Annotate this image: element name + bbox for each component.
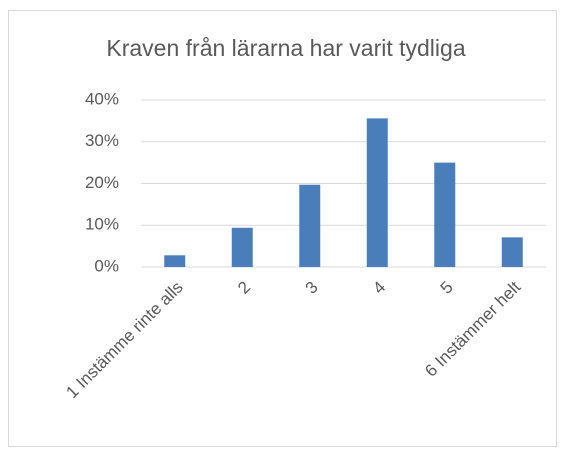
bar xyxy=(164,255,186,267)
y-tick-label: 0% xyxy=(94,256,119,275)
y-tick-label: 30% xyxy=(85,131,119,150)
bar xyxy=(231,227,253,267)
bar xyxy=(366,118,388,268)
chart-border xyxy=(8,10,557,447)
y-tick-label: 40% xyxy=(85,89,119,108)
bar xyxy=(501,237,523,267)
bar xyxy=(434,162,456,267)
y-tick-label: 20% xyxy=(85,173,119,192)
y-tick-label: 10% xyxy=(85,215,119,234)
bar xyxy=(299,184,321,267)
chart-title: Kraven från lärarna har varit tydliga xyxy=(106,35,465,61)
